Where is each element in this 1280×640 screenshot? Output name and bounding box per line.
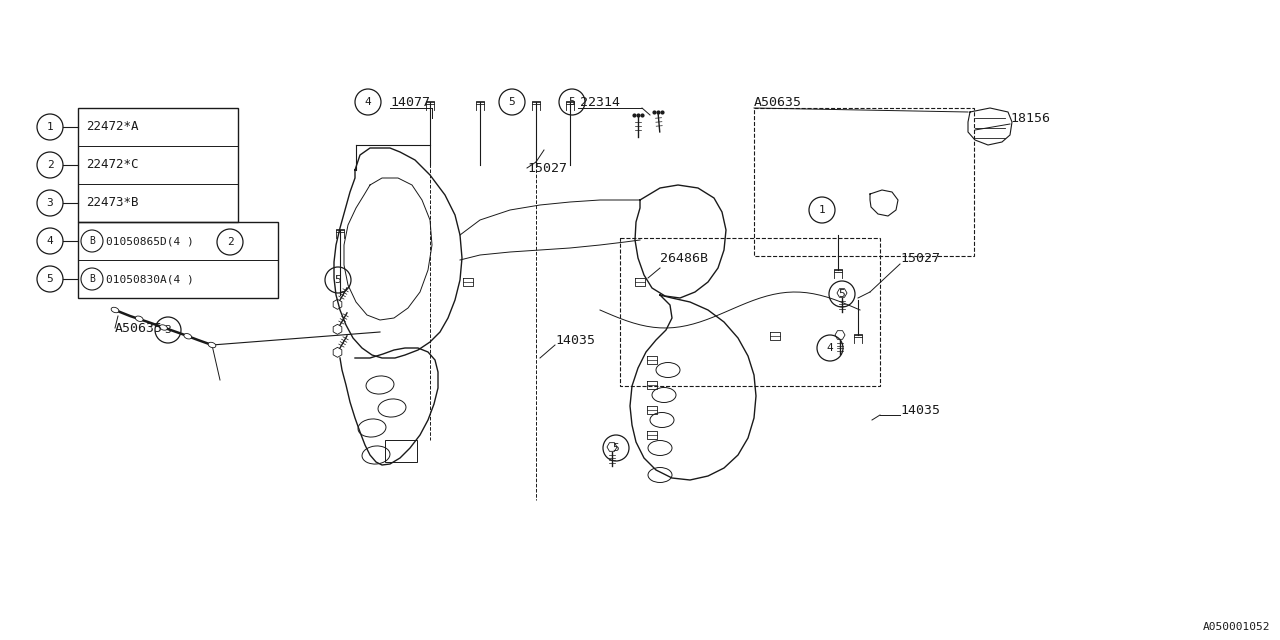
- Text: 22472*C: 22472*C: [86, 159, 138, 172]
- Text: 4: 4: [46, 236, 54, 246]
- Text: 3: 3: [46, 198, 54, 208]
- Bar: [78, 222, 278, 298]
- Text: A50635: A50635: [115, 321, 163, 335]
- Polygon shape: [968, 108, 1012, 145]
- Ellipse shape: [160, 324, 168, 330]
- Text: 2: 2: [227, 237, 233, 247]
- Bar: [78, 108, 238, 222]
- Bar: [620, 238, 881, 386]
- Text: 5: 5: [508, 97, 516, 107]
- Ellipse shape: [209, 342, 216, 348]
- Polygon shape: [870, 190, 899, 216]
- Text: 18156: 18156: [1010, 111, 1050, 125]
- Text: B: B: [90, 236, 95, 246]
- Text: 1: 1: [819, 205, 826, 215]
- Text: 22473*B: 22473*B: [86, 196, 138, 209]
- Text: 14035: 14035: [900, 403, 940, 417]
- Bar: [754, 108, 974, 256]
- Text: 01050830A(4 ): 01050830A(4 ): [106, 274, 193, 284]
- Text: 22314: 22314: [580, 95, 620, 109]
- Text: 5: 5: [838, 289, 845, 299]
- Ellipse shape: [111, 307, 119, 313]
- Text: 15027: 15027: [900, 252, 940, 264]
- Text: 5: 5: [46, 274, 54, 284]
- Text: 01050865D(4 ): 01050865D(4 ): [106, 236, 193, 246]
- Text: 14035: 14035: [556, 333, 595, 346]
- Text: A050001052: A050001052: [1202, 622, 1270, 632]
- Text: 15027: 15027: [527, 161, 567, 175]
- Text: 5: 5: [568, 97, 576, 107]
- Text: 26486B: 26486B: [660, 252, 708, 264]
- Bar: [385, 440, 417, 462]
- Text: 4: 4: [365, 97, 371, 107]
- Text: 5: 5: [334, 275, 342, 285]
- Ellipse shape: [136, 316, 143, 321]
- Text: 22472*A: 22472*A: [86, 120, 138, 134]
- Text: 14077: 14077: [390, 95, 430, 109]
- Text: 2: 2: [46, 160, 54, 170]
- Text: A50635: A50635: [754, 95, 803, 109]
- Text: 5: 5: [613, 443, 620, 453]
- Text: 4: 4: [827, 343, 833, 353]
- Text: 3: 3: [165, 325, 172, 335]
- Text: B: B: [90, 274, 95, 284]
- Ellipse shape: [184, 333, 192, 339]
- Text: 1: 1: [46, 122, 54, 132]
